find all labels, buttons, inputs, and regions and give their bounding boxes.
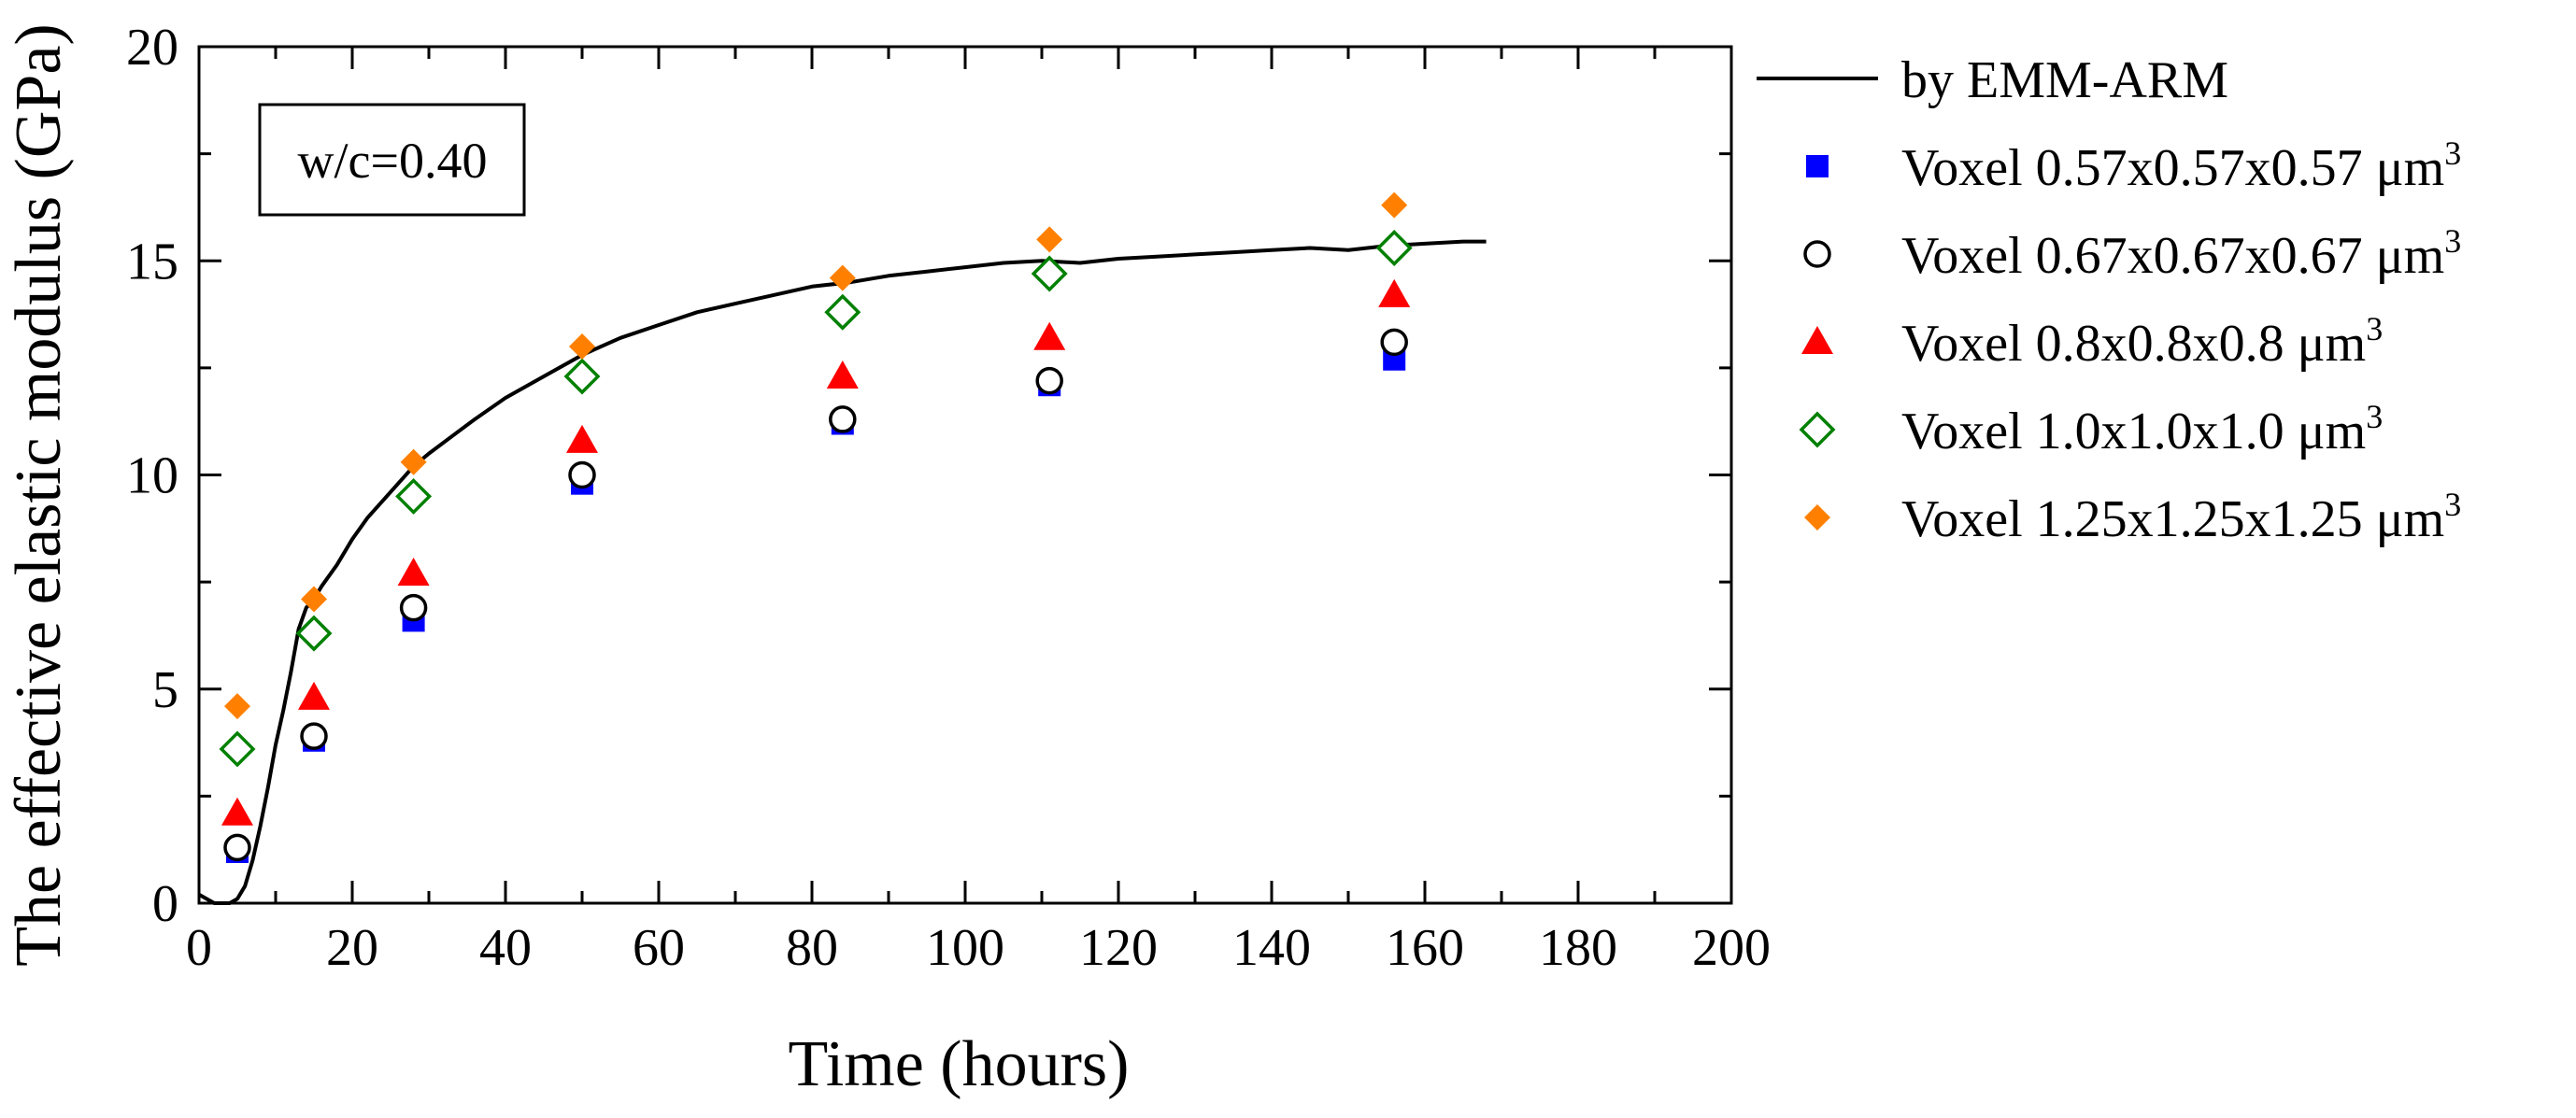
x-tick-label: 60 [633, 919, 685, 977]
legend-marker-2 [1803, 240, 1831, 268]
x-tick-label: 20 [326, 919, 378, 977]
legend-marker-4 [1799, 411, 1836, 448]
data-point-series-3 [298, 681, 330, 710]
data-point-series-3 [397, 557, 430, 586]
x-tick-label: 80 [786, 919, 838, 977]
data-point-series-4 [219, 730, 256, 768]
data-point-series-3 [1378, 278, 1411, 307]
legend-marker-1 [1806, 155, 1829, 177]
data-point-series-4 [395, 477, 433, 515]
y-tick-label: 0 [152, 875, 178, 933]
data-point-series-4 [563, 358, 601, 395]
x-tick-label: 120 [1079, 919, 1158, 977]
y-axis-label: The effective elastic modulus (GPa) [3, 23, 75, 966]
data-point-series-2 [300, 722, 328, 750]
legend-label: Voxel 1.25x1.25x1.25 μm3 [1901, 486, 2461, 548]
y-tick-label: 20 [126, 19, 178, 77]
data-point-series-5 [1036, 226, 1063, 253]
data-point-series-4 [1031, 255, 1068, 292]
y-tick-label: 10 [126, 447, 178, 505]
data-point-series-5 [400, 448, 427, 475]
scatter-series-layer [219, 191, 1413, 863]
line-series-emm-arm [198, 239, 1487, 905]
legend-label: by EMM-ARM [1901, 51, 2228, 109]
data-point-series-5 [829, 264, 856, 291]
line-series-layer [198, 239, 1487, 905]
x-tick-label: 140 [1232, 919, 1311, 977]
y-tick-label: 15 [126, 233, 178, 290]
data-point-series-4 [295, 615, 333, 652]
data-point-series-3 [221, 797, 253, 826]
data-point-series-3 [1033, 321, 1066, 350]
x-tick-label: 180 [1539, 919, 1617, 977]
data-point-series-4 [824, 293, 861, 331]
x-axis-label: Time (hours) [789, 1028, 1130, 1100]
data-point-series-2 [399, 593, 428, 622]
annotation-text: w/c=0.40 [298, 133, 488, 189]
data-point-series-5 [224, 693, 250, 720]
data-point-series-4 [1375, 230, 1413, 266]
data-point-series-2 [1380, 328, 1408, 357]
legend-label: Voxel 0.8x0.8x0.8 μm3 [1901, 310, 2383, 373]
legend-marker-3 [1801, 326, 1833, 354]
legend-label: Voxel 0.57x0.57x0.57 μm3 [1901, 134, 2461, 197]
data-point-series-2 [1035, 366, 1063, 395]
legend: by EMM-ARM Voxel 0.57x0.57x0.57 μm3 Voxel … [1757, 51, 2461, 548]
legend-label: Voxel 0.67x0.67x0.67 μm3 [1901, 222, 2461, 285]
data-point-series-2 [568, 460, 596, 489]
x-tick-label: 0 [186, 919, 212, 977]
x-tick-label: 160 [1386, 919, 1464, 977]
x-tick-label: 200 [1692, 919, 1771, 977]
data-point-series-2 [223, 833, 251, 862]
annotation-box: w/c=0.40 [258, 103, 526, 217]
data-point-series-5 [569, 333, 595, 360]
y-tick-label: 5 [152, 661, 178, 719]
x-axis: 0 20 40 60 80 100 120 140 160 180 200 [186, 47, 1771, 977]
data-point-series-5 [301, 586, 327, 613]
legend-label: Voxel 1.0x1.0x1.0 μm3 [1901, 398, 2383, 460]
data-point-series-2 [829, 405, 857, 433]
y-axis: 0 5 10 15 20 [126, 19, 1731, 933]
data-point-series-3 [826, 361, 859, 389]
data-point-series-3 [566, 424, 598, 453]
data-point-series-5 [1381, 191, 1408, 219]
x-tick-label: 40 [479, 919, 532, 977]
x-tick-label: 100 [926, 919, 1004, 977]
legend-marker-5 [1804, 504, 1830, 531]
